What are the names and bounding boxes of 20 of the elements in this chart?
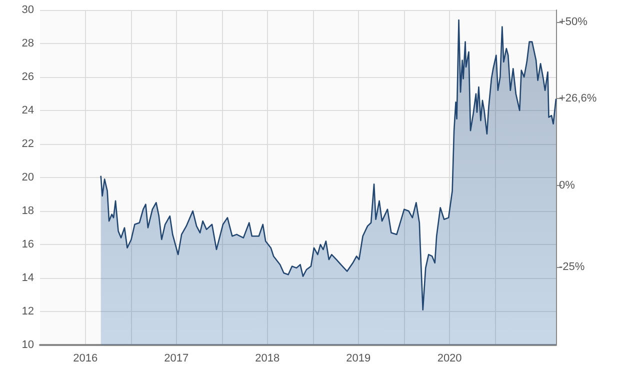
y2-tick-label: +50% xyxy=(559,16,588,28)
x-tick-label: 2020 xyxy=(437,352,462,364)
y-tick-label: 10 xyxy=(22,339,34,351)
y-tick-label: 30 xyxy=(22,4,34,16)
x-tick-label: 2017 xyxy=(164,352,189,364)
y-tick-label: 16 xyxy=(22,238,34,250)
y-tick-label: 22 xyxy=(22,138,34,150)
y-tick-label: 28 xyxy=(22,38,34,50)
x-tick-label: 2019 xyxy=(346,352,371,364)
y-tick-label: 12 xyxy=(22,306,34,318)
y-tick-label: 20 xyxy=(22,172,34,184)
y-tick-label: 24 xyxy=(22,104,34,116)
y2-tick-label: 0% xyxy=(559,179,576,192)
x-tick-label: 2016 xyxy=(73,352,98,364)
y-tick-label: 14 xyxy=(22,272,34,284)
x-tick-label: 2018 xyxy=(255,352,280,364)
y-tick-label: 26 xyxy=(22,71,34,83)
y-tick-label: 18 xyxy=(22,205,34,217)
y2-tick-label: -25% xyxy=(559,261,585,274)
y2-tick-label: +26,6% xyxy=(559,92,597,104)
